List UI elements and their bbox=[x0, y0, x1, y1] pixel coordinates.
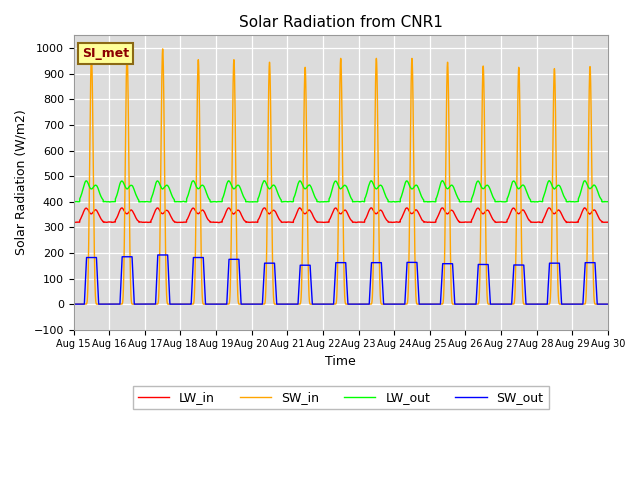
LW_in bbox=[70, 219, 77, 225]
SW_in bbox=[604, 301, 612, 307]
SW_in bbox=[471, 301, 479, 307]
LW_out bbox=[604, 199, 612, 204]
LW_in bbox=[411, 208, 419, 214]
LW_in bbox=[604, 219, 612, 225]
SW_out bbox=[411, 260, 419, 265]
SW_in bbox=[506, 301, 514, 307]
LW_out bbox=[98, 195, 106, 201]
Title: Solar Radiation from CNR1: Solar Radiation from CNR1 bbox=[239, 15, 443, 30]
Text: SI_met: SI_met bbox=[82, 47, 129, 60]
SW_in bbox=[70, 301, 77, 307]
SW_out bbox=[471, 301, 479, 307]
Y-axis label: Solar Radiation (W/m2): Solar Radiation (W/m2) bbox=[15, 109, 28, 255]
LW_in bbox=[214, 220, 222, 226]
Line: SW_in: SW_in bbox=[74, 49, 608, 304]
LW_in bbox=[545, 205, 553, 211]
SW_out bbox=[499, 301, 507, 307]
SW_out bbox=[154, 252, 161, 258]
LW_in bbox=[486, 210, 493, 216]
LW_out bbox=[316, 199, 324, 205]
SW_out bbox=[98, 301, 106, 307]
Line: SW_out: SW_out bbox=[74, 255, 608, 304]
SW_in bbox=[486, 301, 493, 307]
LW_in bbox=[471, 209, 479, 215]
SW_in bbox=[98, 301, 106, 307]
LW_out bbox=[499, 199, 507, 204]
SW_in bbox=[499, 301, 507, 307]
Legend: LW_in, SW_in, LW_out, SW_out: LW_in, SW_in, LW_out, SW_out bbox=[133, 386, 548, 409]
Line: LW_out: LW_out bbox=[74, 180, 608, 202]
LW_out bbox=[486, 185, 493, 191]
SW_in bbox=[411, 238, 419, 243]
SW_out bbox=[70, 301, 77, 307]
LW_out bbox=[506, 186, 514, 192]
SW_in bbox=[159, 46, 166, 52]
LW_in bbox=[506, 210, 514, 216]
Line: LW_in: LW_in bbox=[74, 208, 608, 223]
SW_out bbox=[486, 289, 493, 295]
LW_in bbox=[499, 219, 507, 225]
LW_out bbox=[70, 199, 77, 204]
LW_out bbox=[545, 178, 553, 183]
LW_out bbox=[411, 183, 419, 189]
SW_out bbox=[506, 301, 514, 307]
X-axis label: Time: Time bbox=[325, 355, 356, 368]
LW_in bbox=[98, 217, 106, 223]
LW_out bbox=[471, 184, 479, 190]
SW_out bbox=[604, 301, 612, 307]
